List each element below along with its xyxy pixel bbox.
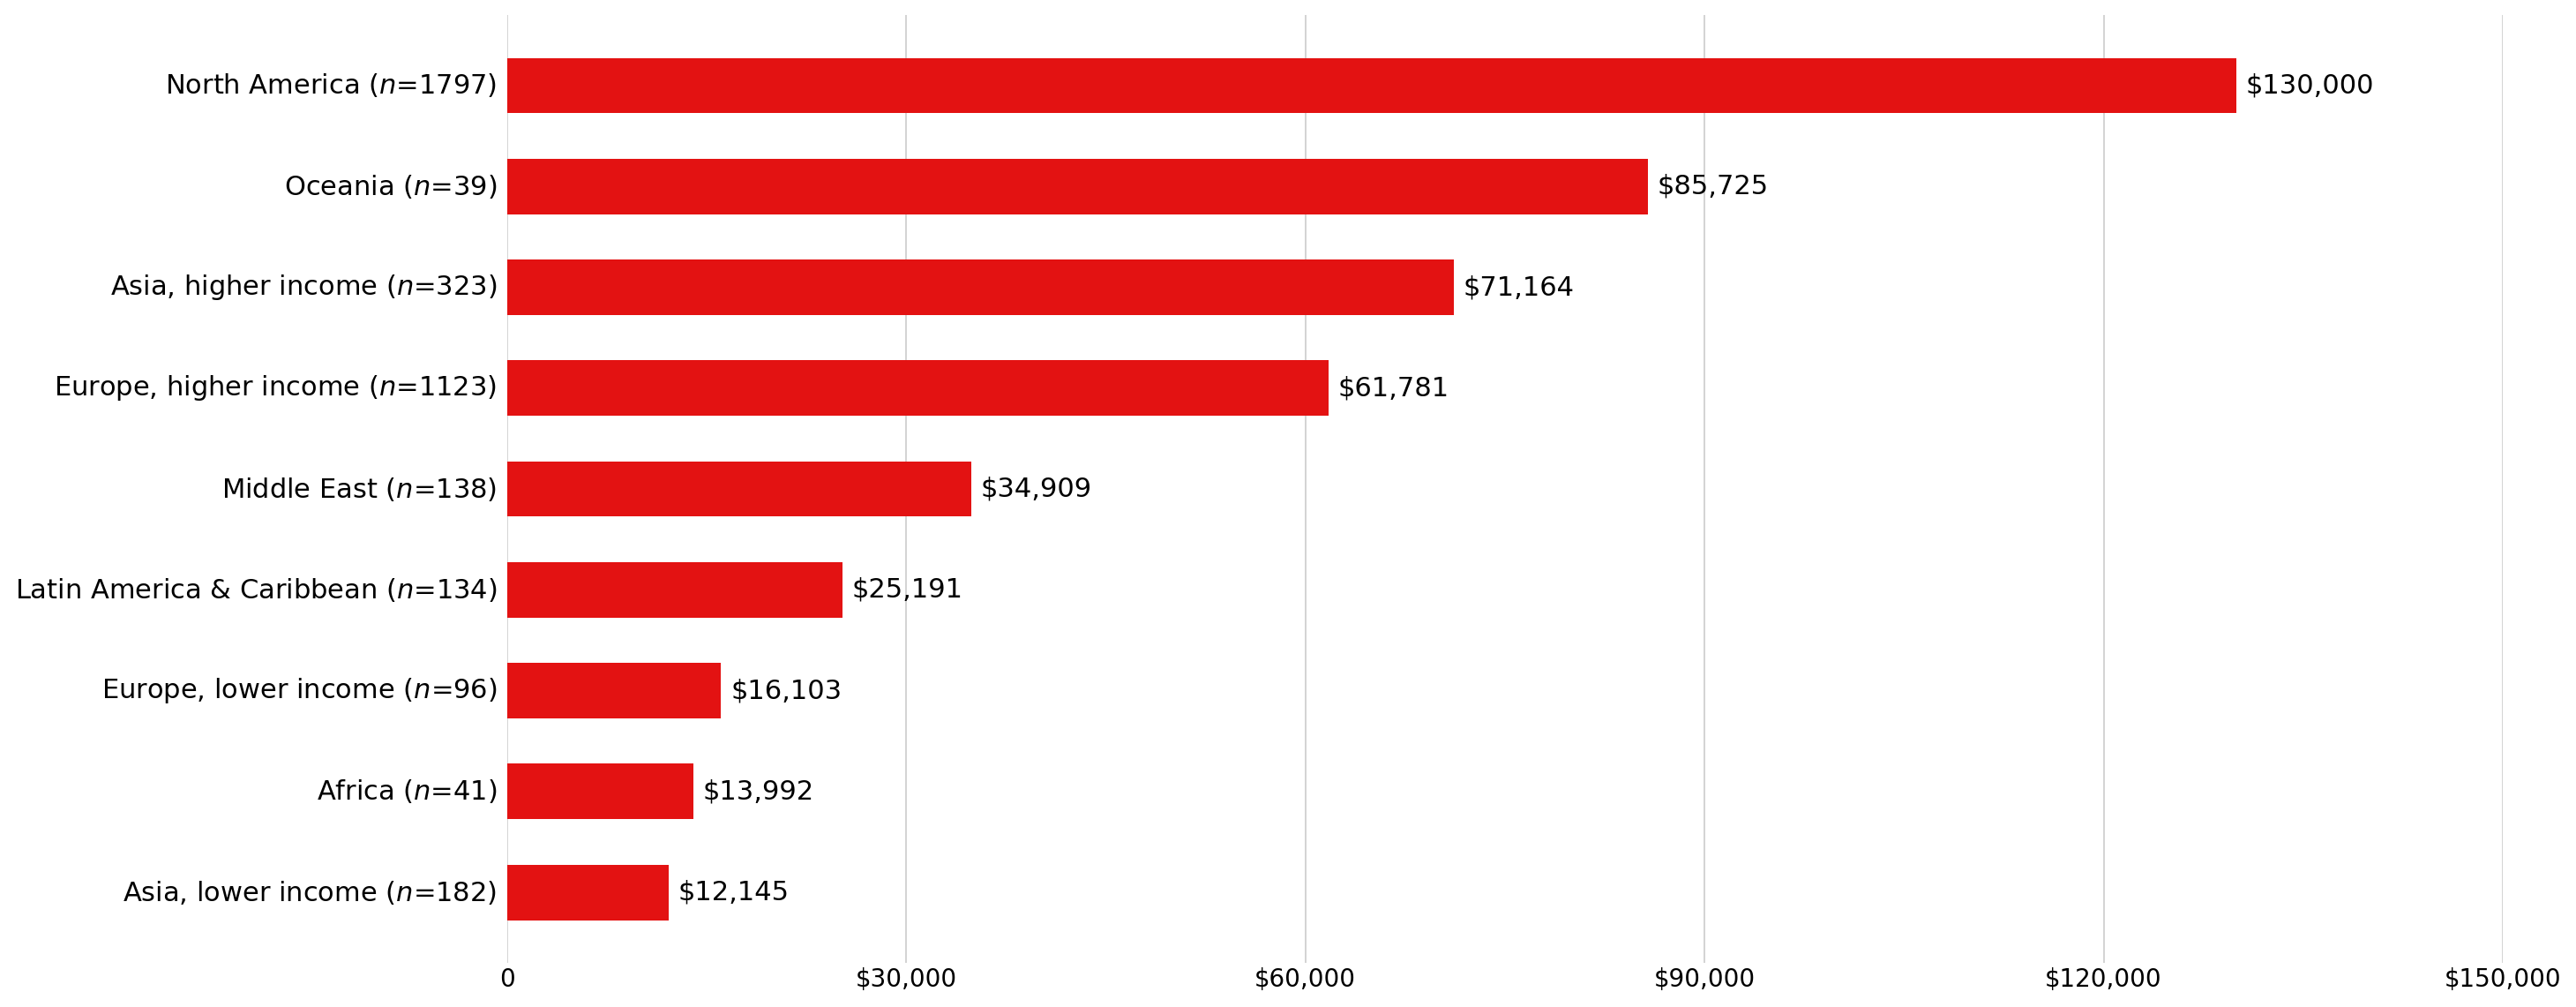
Bar (507, 663, 721, 718)
Text: Oceania ($\it{n}$=39): Oceania ($\it{n}$=39) (283, 173, 497, 200)
Text: $130,000: $130,000 (2246, 73, 2375, 99)
Bar (507, 764, 693, 820)
Text: $71,164: $71,164 (1463, 275, 1574, 300)
Text: Middle East ($\it{n}$=138): Middle East ($\it{n}$=138) (222, 475, 497, 502)
Text: Latin America & Caribbean ($\it{n}$=134): Latin America & Caribbean ($\it{n}$=134) (15, 576, 497, 603)
Text: Europe, lower income ($\it{n}$=96): Europe, lower income ($\it{n}$=96) (100, 676, 497, 705)
Bar (507, 461, 971, 517)
Text: Europe, higher income ($\it{n}$=1123): Europe, higher income ($\it{n}$=1123) (54, 374, 497, 403)
Text: $13,992: $13,992 (703, 778, 814, 805)
Bar (507, 159, 1649, 214)
Bar (507, 57, 2236, 114)
Text: Asia, higher income ($\it{n}$=323): Asia, higher income ($\it{n}$=323) (111, 273, 497, 302)
Text: $12,145: $12,145 (677, 880, 788, 905)
Text: Asia, lower income ($\it{n}$=182): Asia, lower income ($\it{n}$=182) (124, 879, 497, 906)
Text: Africa ($\it{n}$=41): Africa ($\it{n}$=41) (317, 777, 497, 806)
Text: $85,725: $85,725 (1656, 173, 1767, 199)
Text: $61,781: $61,781 (1340, 376, 1450, 401)
Text: $16,103: $16,103 (732, 678, 842, 704)
Text: North America ($\it{n}$=1797): North America ($\it{n}$=1797) (165, 71, 497, 100)
Bar (507, 260, 1453, 315)
Bar (507, 361, 1329, 416)
Text: $34,909: $34,909 (981, 476, 1092, 501)
Text: $25,191: $25,191 (853, 577, 963, 602)
Bar (507, 865, 670, 920)
Bar (507, 562, 842, 617)
